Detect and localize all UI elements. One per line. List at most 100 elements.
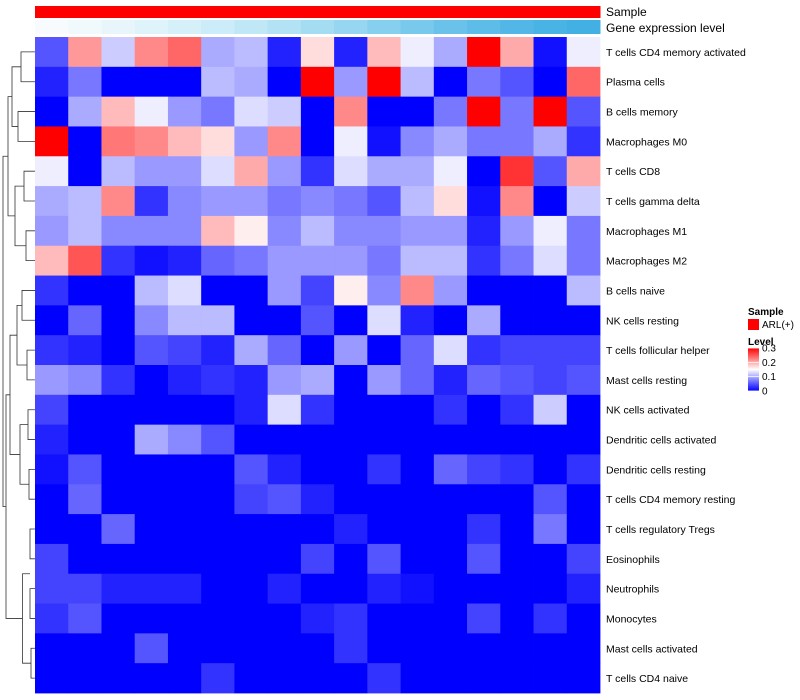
heatmap-cell: [68, 186, 102, 217]
heatmap-cell: [433, 305, 468, 336]
heatmap-cell: [367, 186, 401, 217]
dendrogram-branch: [26, 349, 35, 381]
row-label: NK cells activated: [606, 405, 690, 417]
heatmap-cell: [234, 424, 269, 455]
heatmap-cell: [566, 454, 601, 485]
heatmap-cell: [134, 96, 169, 127]
heatmap-cell: [300, 186, 335, 217]
heatmap-cell: [367, 275, 401, 306]
heatmap-cell: [234, 543, 269, 575]
heatmap-cell: [467, 603, 501, 634]
heatmap-cell: [35, 573, 69, 604]
heatmap-cell: [400, 305, 435, 336]
dendrogram-branch: [17, 111, 35, 142]
heatmap-cell: [35, 365, 69, 396]
heatmap-cell: [267, 275, 302, 306]
dendrogram-branch: [21, 290, 35, 321]
heatmap-cell: [467, 186, 501, 217]
heatmap-cell: [134, 424, 169, 455]
heatmap-cell: [300, 275, 335, 306]
heatmap-cell: [201, 305, 235, 336]
heatmap-cell: [35, 335, 69, 366]
dendrogram-branch: [25, 230, 35, 262]
heatmap-cell: [433, 37, 468, 68]
heatmap-cell: [234, 514, 269, 545]
heatmap-cell: [68, 484, 102, 515]
heatmap-cell: [101, 66, 136, 98]
row-label: T cells CD4 memory resting: [606, 494, 735, 506]
heatmap-cell: [566, 245, 601, 276]
heatmap-cell: [400, 514, 435, 545]
dendrogram-branch: [2, 155, 8, 508]
heatmap-cell: [201, 424, 235, 455]
heatmap-cell: [300, 603, 335, 634]
heatmap-cell: [533, 215, 568, 247]
heatmap-cell: [566, 633, 601, 664]
heatmap-cell: [533, 126, 568, 157]
heatmap-cell: [101, 394, 136, 426]
row-label: B cells naive: [606, 285, 665, 297]
heatmap-cell: [566, 394, 601, 426]
heatmap-cell: [433, 96, 468, 127]
heatmap-cell: [201, 335, 235, 366]
row-label: Plasma cells: [606, 77, 665, 89]
heatmap-cell: [300, 305, 335, 336]
heatmap-cell: [367, 126, 401, 157]
heatmap-cell: [167, 394, 202, 426]
heatmap-cell: [300, 484, 335, 515]
heatmap-cell: [500, 66, 534, 98]
heatmap-cell: [201, 633, 235, 664]
heatmap-cell: [68, 663, 102, 694]
heatmap-cell: [300, 126, 335, 157]
heatmap-cell: [68, 275, 102, 306]
heatmap-cell: [367, 66, 401, 98]
heatmap-cell: [500, 454, 534, 485]
heatmap-cell: [267, 454, 302, 485]
heatmap-cell: [300, 96, 335, 127]
heatmap-cell: [533, 156, 568, 187]
heatmap-cell: [500, 126, 534, 157]
annotation-cell: [68, 20, 102, 34]
row-label: Macrophages M1: [606, 226, 687, 238]
heatmap-cell: [35, 603, 69, 634]
heatmap-cell: [68, 633, 102, 664]
heatmap-cell: [467, 37, 501, 68]
annotation-cell: [234, 6, 269, 18]
heatmap-cell: [68, 66, 102, 98]
heatmap-cell: [134, 215, 169, 247]
heatmap-cell: [566, 66, 601, 98]
heatmap-cell: [334, 573, 368, 604]
heatmap-cell: [367, 335, 401, 366]
heatmap-cells: [35, 37, 601, 694]
heatmap-cell: [234, 663, 269, 694]
heatmap-cell: [334, 514, 368, 545]
heatmap-cell: [300, 514, 335, 545]
heatmap-cell: [367, 663, 401, 694]
heatmap-cell: [467, 514, 501, 545]
annotation-cell: [35, 20, 69, 34]
heatmap-cell: [134, 126, 169, 157]
heatmap-cell: [201, 156, 235, 187]
annotation-cell: [334, 6, 368, 18]
heatmap-cell: [167, 365, 202, 396]
heatmap-cell: [167, 603, 202, 634]
heatmap-cell: [201, 126, 235, 157]
heatmap-cell: [400, 633, 435, 664]
heatmap-cell: [167, 215, 202, 247]
heatmap-cell: [134, 484, 169, 515]
heatmap-cell: [334, 305, 368, 336]
heatmap-cell: [500, 275, 534, 306]
heatmap-cell: [367, 245, 401, 276]
heatmap-cell: [500, 633, 534, 664]
legend-tick-label: 0.1: [762, 372, 776, 383]
heatmap-cell: [267, 156, 302, 187]
heatmap-cell: [167, 66, 202, 98]
heatmap-cell: [201, 215, 235, 247]
heatmap-cell: [101, 96, 136, 127]
heatmap-cell: [267, 573, 302, 604]
heatmap-cell: [367, 543, 401, 575]
heatmap-cell: [134, 245, 169, 276]
heatmap-cell: [367, 514, 401, 545]
heatmap-cell: [367, 394, 401, 426]
heatmap-cell: [68, 394, 102, 426]
